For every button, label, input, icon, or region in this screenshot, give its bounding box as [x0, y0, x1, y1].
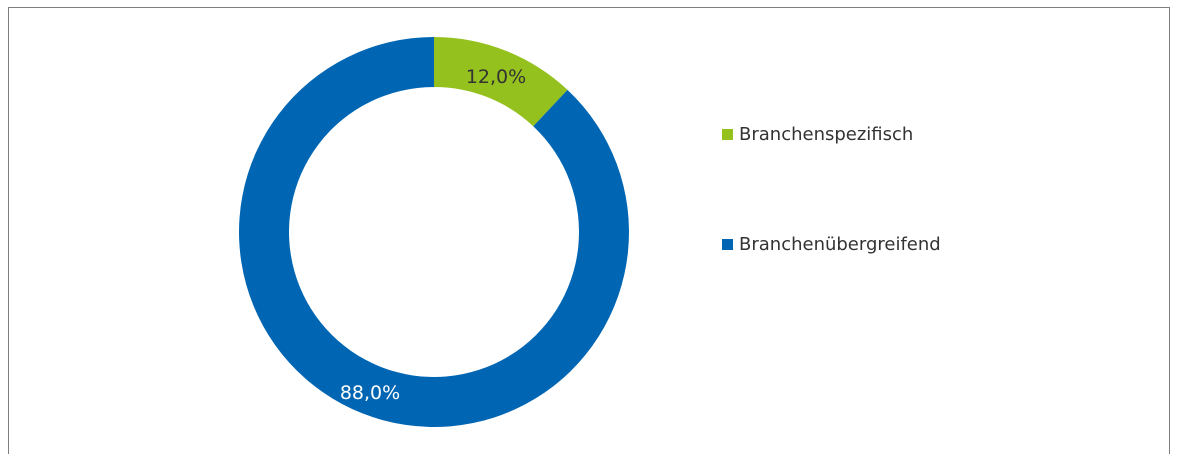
slice-label-branchenuebergreifend: 88,0%: [340, 382, 400, 404]
slice-label-branchenspezifisch: 12,0%: [466, 66, 526, 88]
legend-label-branchenspezifisch: Branchenspezifisch: [739, 123, 914, 145]
donut-slices: [239, 37, 629, 427]
legend-item-branchenuebergreifend: Branchenübergreifend: [722, 230, 941, 258]
legend-item-branchenspezifisch: Branchenspezifisch: [722, 120, 941, 148]
slice-labels: 12,0% 88,0%: [340, 66, 526, 404]
donut-slice-branchenuebergreifend: [239, 37, 629, 427]
chart-frame: [8, 7, 1170, 454]
donut-slice-branchenspezifisch: [434, 37, 568, 127]
legend: Branchenspezifisch Branchenübergreifend: [722, 120, 941, 340]
legend-swatch-branchenspezifisch: [722, 128, 733, 140]
legend-label-branchenuebergreifend: Branchenübergreifend: [739, 233, 941, 255]
legend-swatch-branchenuebergreifend: [722, 238, 733, 250]
